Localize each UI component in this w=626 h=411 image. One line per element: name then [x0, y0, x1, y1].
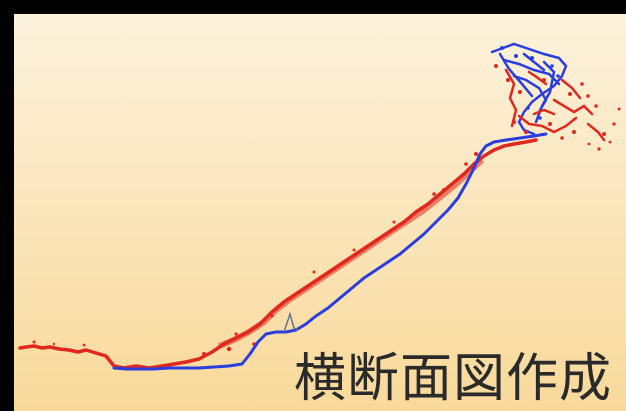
cross-section-plot — [18, 42, 621, 371]
blue-cluster-strokes — [490, 42, 568, 136]
blue-spike — [283, 311, 299, 333]
red-profile-ribbon — [217, 157, 485, 349]
red-specks — [32, 107, 621, 356]
red-profile-line — [18, 138, 538, 370]
red-point-cloud-profile — [18, 107, 621, 370]
blue-point-cloud-profile — [112, 132, 548, 371]
blue-cluster-specks — [500, 46, 560, 120]
red-cluster-specks — [494, 64, 598, 140]
dense-point-cluster — [490, 42, 606, 142]
caption-title: 横断面図作成 — [293, 349, 612, 409]
blue-profile-line — [112, 132, 548, 371]
cross-section-panel: 横断面図作成 — [14, 14, 626, 411]
red-cluster-strokes — [504, 68, 606, 142]
